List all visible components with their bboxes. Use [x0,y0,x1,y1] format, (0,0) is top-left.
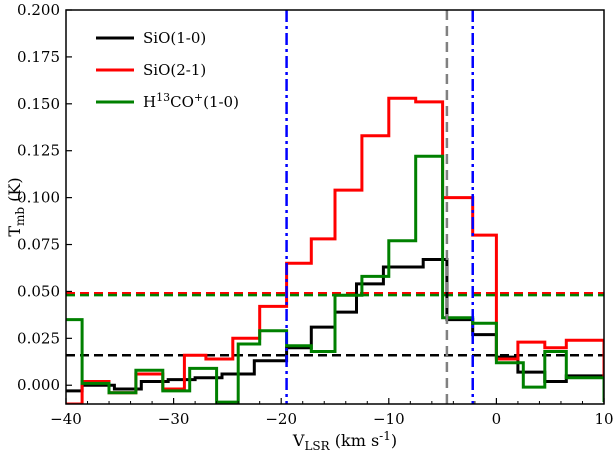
y-tick-label-6: 0.150 [17,95,60,113]
y-axis-title: Tmb (K) [5,177,27,236]
y-tick-label-5: 0.125 [17,142,60,160]
y-tick-label-1: 0.025 [17,329,60,347]
velocity-markers [285,10,474,404]
y-tick-label-0: 0.000 [17,376,60,394]
series-line-1 [66,96,604,404]
series-lines [66,96,604,404]
series-line-2 [66,154,604,404]
x-tick-label-0: −40 [50,410,82,428]
y-tick-label-4: 0.100 [17,189,60,207]
y-tick-label-3: 0.075 [17,236,60,254]
legend-label-1: SiO(2-1) [143,61,206,79]
plot-frame [65,9,605,405]
y-tick-label-2: 0.050 [17,282,60,300]
y-tick-label-7: 0.175 [17,48,60,66]
legend-label-0: SiO(1-0) [143,29,206,47]
y-tick-label-8: 0.200 [17,1,60,19]
axis-ticks: −40 −30 −20 −10 0 10 0.000 0.025 0.050 0.075 0.100… [17,1,614,428]
x-tick-label-1: −30 [158,410,190,428]
x-tick-label-4: 0 [492,410,502,428]
legend: SiO(1-0) SiO(2-1) H13CO+(1-0) [96,29,239,111]
legend-label-2: H13CO+(1-0) [143,91,239,111]
x-tick-label-5: 10 [594,410,613,428]
x-tick-label-3: −10 [373,410,405,428]
x-axis-title: VLSR (km s-1) [292,429,397,453]
x-tick-label-2: −20 [265,410,297,428]
